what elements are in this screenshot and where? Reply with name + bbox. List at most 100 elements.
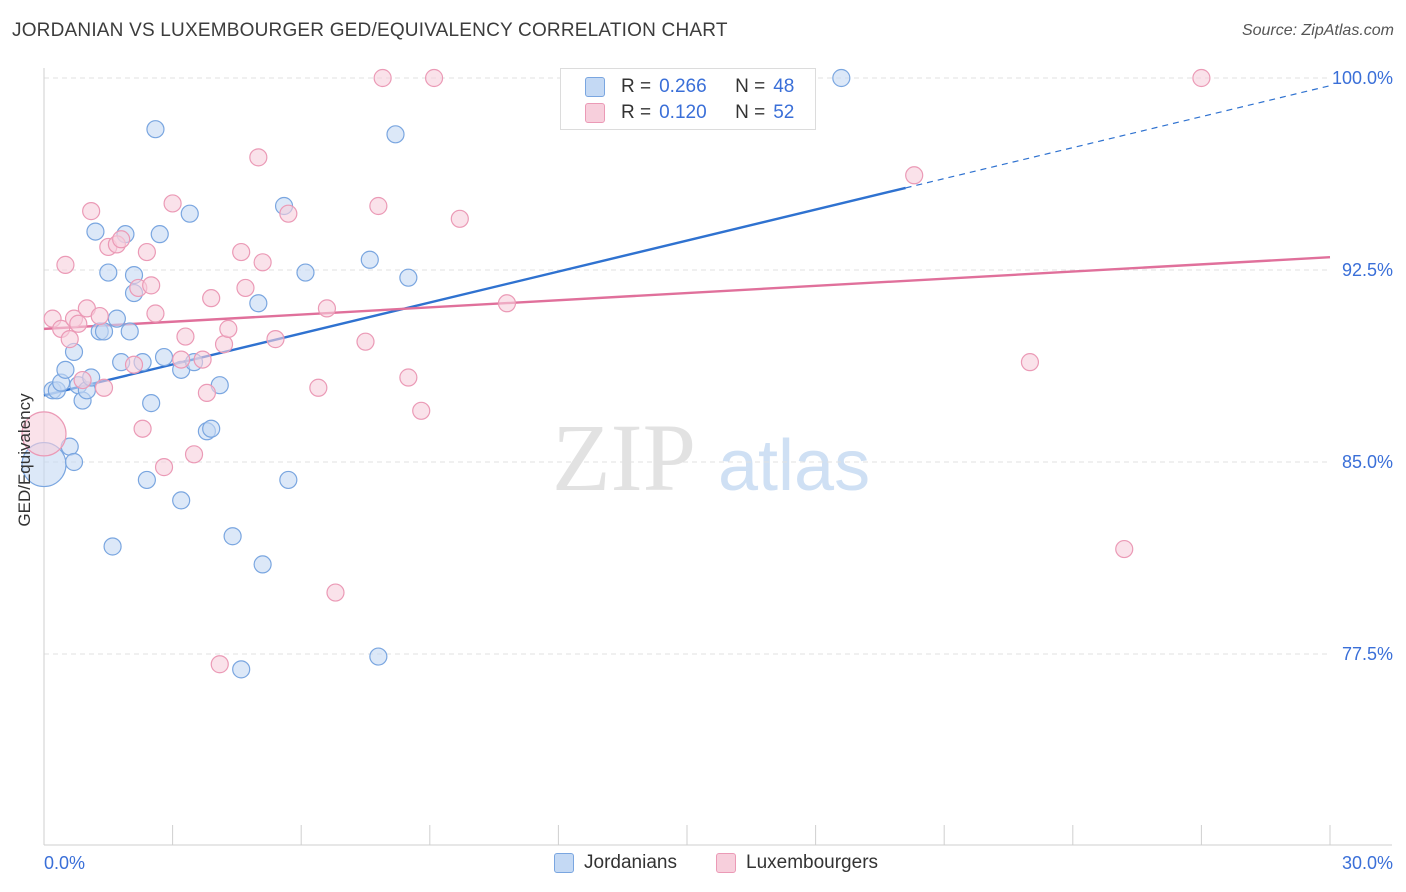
luxembourgers-point [56, 255, 75, 274]
jordanians-point [142, 394, 161, 413]
luxembourgers-point [60, 330, 79, 349]
luxembourgers-point [202, 289, 221, 308]
jordanians-point [137, 470, 156, 490]
luxembourgers-point [146, 304, 165, 323]
n-label: N = [735, 76, 766, 97]
jordanians-point [107, 309, 126, 328]
luxembourgers-point [497, 294, 517, 313]
stats-row-jordanians: R = 0.266 N = 48 [585, 74, 795, 100]
luxembourgers-point [905, 166, 924, 185]
y-tick-label: 77.5% [1342, 644, 1393, 664]
luxembourgers-legend-swatch [716, 853, 736, 873]
jordanians-point [94, 322, 114, 341]
y-tick-label: 85.0% [1342, 452, 1393, 472]
y-tick-label: 100.0% [1332, 68, 1393, 88]
luxembourgers-point [236, 278, 255, 298]
n-value: 52 [773, 102, 795, 123]
luxembourgers-point [412, 401, 431, 420]
luxembourgers-point [399, 368, 418, 387]
luxembourgers-point [172, 350, 191, 369]
luxembourgers-point [21, 411, 67, 457]
jordanians-point [232, 660, 251, 679]
luxembourgers-point [112, 230, 131, 249]
r-label: R = [621, 76, 652, 97]
luxembourgers-point [232, 242, 251, 262]
jordanians-point [154, 347, 174, 367]
legend-item-jordanians[interactable]: Jordanians [554, 852, 677, 874]
jordanians-point [369, 647, 388, 666]
jordanians-point [360, 250, 379, 269]
trend-line [43, 186, 906, 397]
chart-title: JORDANIAN VS LUXEMBOURGER GED/EQUIVALENC… [12, 20, 728, 41]
luxembourgers-point [1115, 539, 1134, 559]
watermark-atlas: atlas [718, 426, 870, 506]
x-tick-label: 30.0% [1342, 853, 1393, 873]
luxembourgers-point [90, 306, 109, 326]
jordanians-point [202, 419, 221, 438]
jordanians-point [180, 204, 199, 223]
jordanians-point [146, 120, 165, 139]
trend-line [43, 256, 1331, 331]
trend-line-dashed [905, 85, 1331, 189]
series-legend: Jordanians Luxembourgers [0, 852, 1406, 876]
jordanians-point [253, 555, 272, 574]
source-label: Source: ZipAtlas.com [1241, 22, 1394, 39]
luxembourgers-point [163, 194, 182, 213]
luxembourgers-point [73, 370, 92, 390]
y-axis-label: GED/Equivalency [15, 393, 34, 527]
r-value: 0.120 [659, 102, 707, 123]
luxembourgers-point [184, 445, 204, 464]
luxembourgers-point [424, 68, 444, 88]
luxembourgers-point [154, 458, 174, 477]
luxembourgers-point [133, 419, 152, 438]
luxembourgers-point [94, 378, 114, 397]
stats-legend: R = 0.266 N = 48 R = 0.120 N = 52 [560, 68, 816, 130]
luxembourgers-point [253, 253, 272, 272]
luxembourgers-point [450, 209, 469, 228]
n-label: N = [735, 102, 766, 123]
jordanians-point [223, 527, 242, 546]
luxembourgers-point [124, 355, 144, 374]
luxembourgers-point [1020, 353, 1040, 372]
luxembourgers-point [214, 335, 234, 354]
legend-item-luxembourgers[interactable]: Luxembourgers [716, 852, 878, 874]
legend-label: Jordanians [584, 852, 677, 873]
luxembourgers-point [309, 378, 328, 397]
watermark: ZIP atlas [552, 404, 870, 511]
luxembourgers-point [369, 196, 388, 216]
luxembourgers-point [356, 332, 375, 351]
luxembourgers-point [317, 299, 337, 318]
jordanians-point [120, 322, 139, 341]
jordanians-point [386, 125, 405, 144]
jordanians-point [296, 263, 315, 282]
luxembourgers-point [279, 204, 298, 223]
n-value: 48 [773, 76, 795, 97]
luxembourgers-point [210, 655, 229, 674]
luxembourgers-point [1192, 68, 1211, 88]
legend-label: Luxembourgers [746, 852, 879, 873]
jordanians-point [172, 491, 191, 510]
jordanians-point [832, 68, 851, 88]
luxembourgers-point [142, 276, 161, 295]
jordanians-legend-swatch [554, 853, 574, 873]
jordanians-point [99, 263, 118, 282]
luxembourgers-point [266, 330, 285, 349]
luxembourgers-point [219, 319, 238, 338]
luxembourgers-point [176, 327, 195, 346]
r-value: 0.266 [659, 76, 707, 97]
x-tick-label: 0.0% [44, 853, 85, 873]
gridlines [44, 77, 1330, 655]
r-label: R = [621, 102, 652, 123]
luxembourgers-point [197, 383, 216, 402]
jordanians-point [64, 452, 84, 472]
x-tick-labels: 0.0% 30.0% [44, 853, 1393, 873]
jordanians-point [86, 222, 105, 241]
luxembourgers-point [249, 148, 268, 167]
luxembourgers-point [69, 314, 88, 333]
y-tick-labels: 100.0% 92.5% 85.0% 77.5% [1332, 68, 1393, 664]
jordanians-point [150, 225, 169, 244]
jordanians-point [103, 537, 122, 556]
stats-row-luxembourgers: R = 0.120 N = 52 [585, 100, 795, 126]
luxembourgers-point [193, 350, 212, 369]
